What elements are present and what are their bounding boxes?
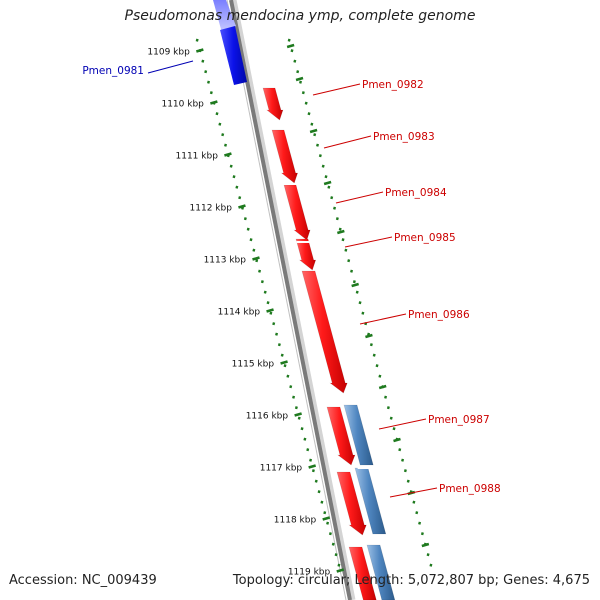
ruler-outer-tick — [378, 384, 387, 390]
ruler-tick-label: 1115 kbp — [232, 360, 275, 370]
ruler-tick-label: 1109 kbp — [147, 48, 190, 58]
ruler-outer-tick — [336, 229, 345, 235]
ruler-major-tick — [238, 204, 246, 209]
gene-track — [213, 0, 413, 600]
gene-pmen-0988-arrow — [336, 471, 367, 536]
ruler-outer-tick — [286, 43, 295, 49]
ruler-tick-label: 1114 kbp — [218, 308, 261, 318]
gene-next-arrow — [348, 546, 377, 600]
gene-label-leader — [389, 487, 438, 498]
ruler-major-tick — [266, 308, 274, 313]
gene-label[interactable]: Pmen_0981 — [82, 65, 144, 77]
ruler-outer-tick — [309, 128, 318, 134]
ruler-major-tick — [224, 152, 232, 157]
gene-label[interactable]: Pmen_0982 — [362, 79, 424, 91]
ruler-tick-label: 1111 kbp — [176, 152, 219, 162]
ruler-tick-label: 1117 kbp — [260, 464, 303, 474]
ruler-major-tick — [308, 464, 317, 469]
gene-pmen-0987-arrow — [326, 406, 356, 466]
ruler-major-tick — [195, 48, 204, 53]
ruler-tick-label: 1119 kbp — [288, 568, 331, 578]
gene-pmen-0982-arrow — [262, 87, 284, 121]
gene-pmen-0985-arrow — [295, 238, 317, 271]
ruler-outer-tick — [295, 76, 304, 82]
ruler-tick-label: 1113 kbp — [204, 256, 247, 266]
backbone-line — [229, 0, 352, 600]
ruler-major-tick — [210, 100, 218, 105]
gene-pmen-0983-arrow — [271, 129, 299, 184]
gene-label[interactable]: Pmen_0983 — [373, 131, 435, 143]
ruler-tick-label: 1116 kbp — [246, 412, 289, 422]
gene-label[interactable]: Pmen_0985 — [394, 232, 456, 244]
backbone-layer — [226, 0, 356, 600]
ruler-major-tick — [252, 256, 260, 261]
ruler-tick-label: 1112 kbp — [190, 204, 233, 214]
map-title: Pseudomonas mendocina ymp, complete geno… — [124, 8, 476, 24]
ruler-outer-tick — [323, 180, 332, 186]
gene-label[interactable]: Pmen_0987 — [428, 414, 490, 426]
gene-label[interactable]: Pmen_0984 — [385, 187, 447, 199]
ruler-major-tick — [336, 568, 345, 573]
gene-pmen-0981-arrow — [220, 26, 247, 85]
gene-label-leader — [147, 60, 194, 74]
gene-label[interactable]: Pmen_0986 — [408, 309, 470, 321]
gene-label-leader — [344, 236, 393, 248]
ruler-outer-tick — [351, 282, 360, 288]
ruler-tick-label: 1110 kbp — [161, 100, 204, 110]
gene-label-leader — [312, 83, 361, 96]
gene-label-leader — [323, 135, 372, 149]
gene-label-leader — [359, 313, 407, 325]
gene-labels: Pmen_0981 Pmen_0982 Pmen_0983 Pmen_0984 Pmen… — [82, 60, 501, 498]
ruler-labels: 1109 kbp 1110 kbp 1111 kbp 1112 kbp 1113 kbp… — [147, 48, 330, 578]
ruler-major-tick — [322, 516, 331, 521]
ruler-major-tick — [280, 360, 288, 365]
ruler-ticks — [195, 38, 433, 573]
gene-pmen-0984-arrow — [283, 184, 311, 241]
gene-pmen-0986-arrow — [301, 270, 348, 394]
feature-block-next — [366, 544, 396, 600]
ruler-outer-tick — [365, 333, 373, 339]
ruler-major-tick — [294, 412, 302, 417]
gene-label-leader — [335, 191, 384, 204]
ruler-outer-tick — [393, 437, 401, 443]
gene-label[interactable]: Pmen_0988 — [439, 483, 501, 495]
ruler-tick-label: 1118 kbp — [274, 516, 317, 526]
ruler-outer-tick — [421, 542, 430, 548]
accession-text: Accession: NC_009439 — [9, 573, 157, 588]
gene-pmen-0981-fade — [213, 0, 236, 33]
feature-block-0987 — [343, 404, 374, 466]
backbone-highlight — [226, 0, 347, 600]
gene-label-leader — [378, 418, 427, 430]
genome-summary-text: Topology: circular; Length: 5,072,807 bp… — [232, 573, 590, 588]
